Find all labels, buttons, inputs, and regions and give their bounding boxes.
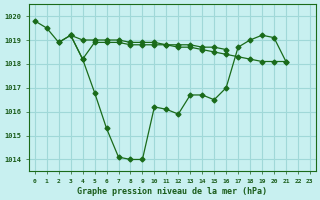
X-axis label: Graphe pression niveau de la mer (hPa): Graphe pression niveau de la mer (hPa) <box>77 187 267 196</box>
